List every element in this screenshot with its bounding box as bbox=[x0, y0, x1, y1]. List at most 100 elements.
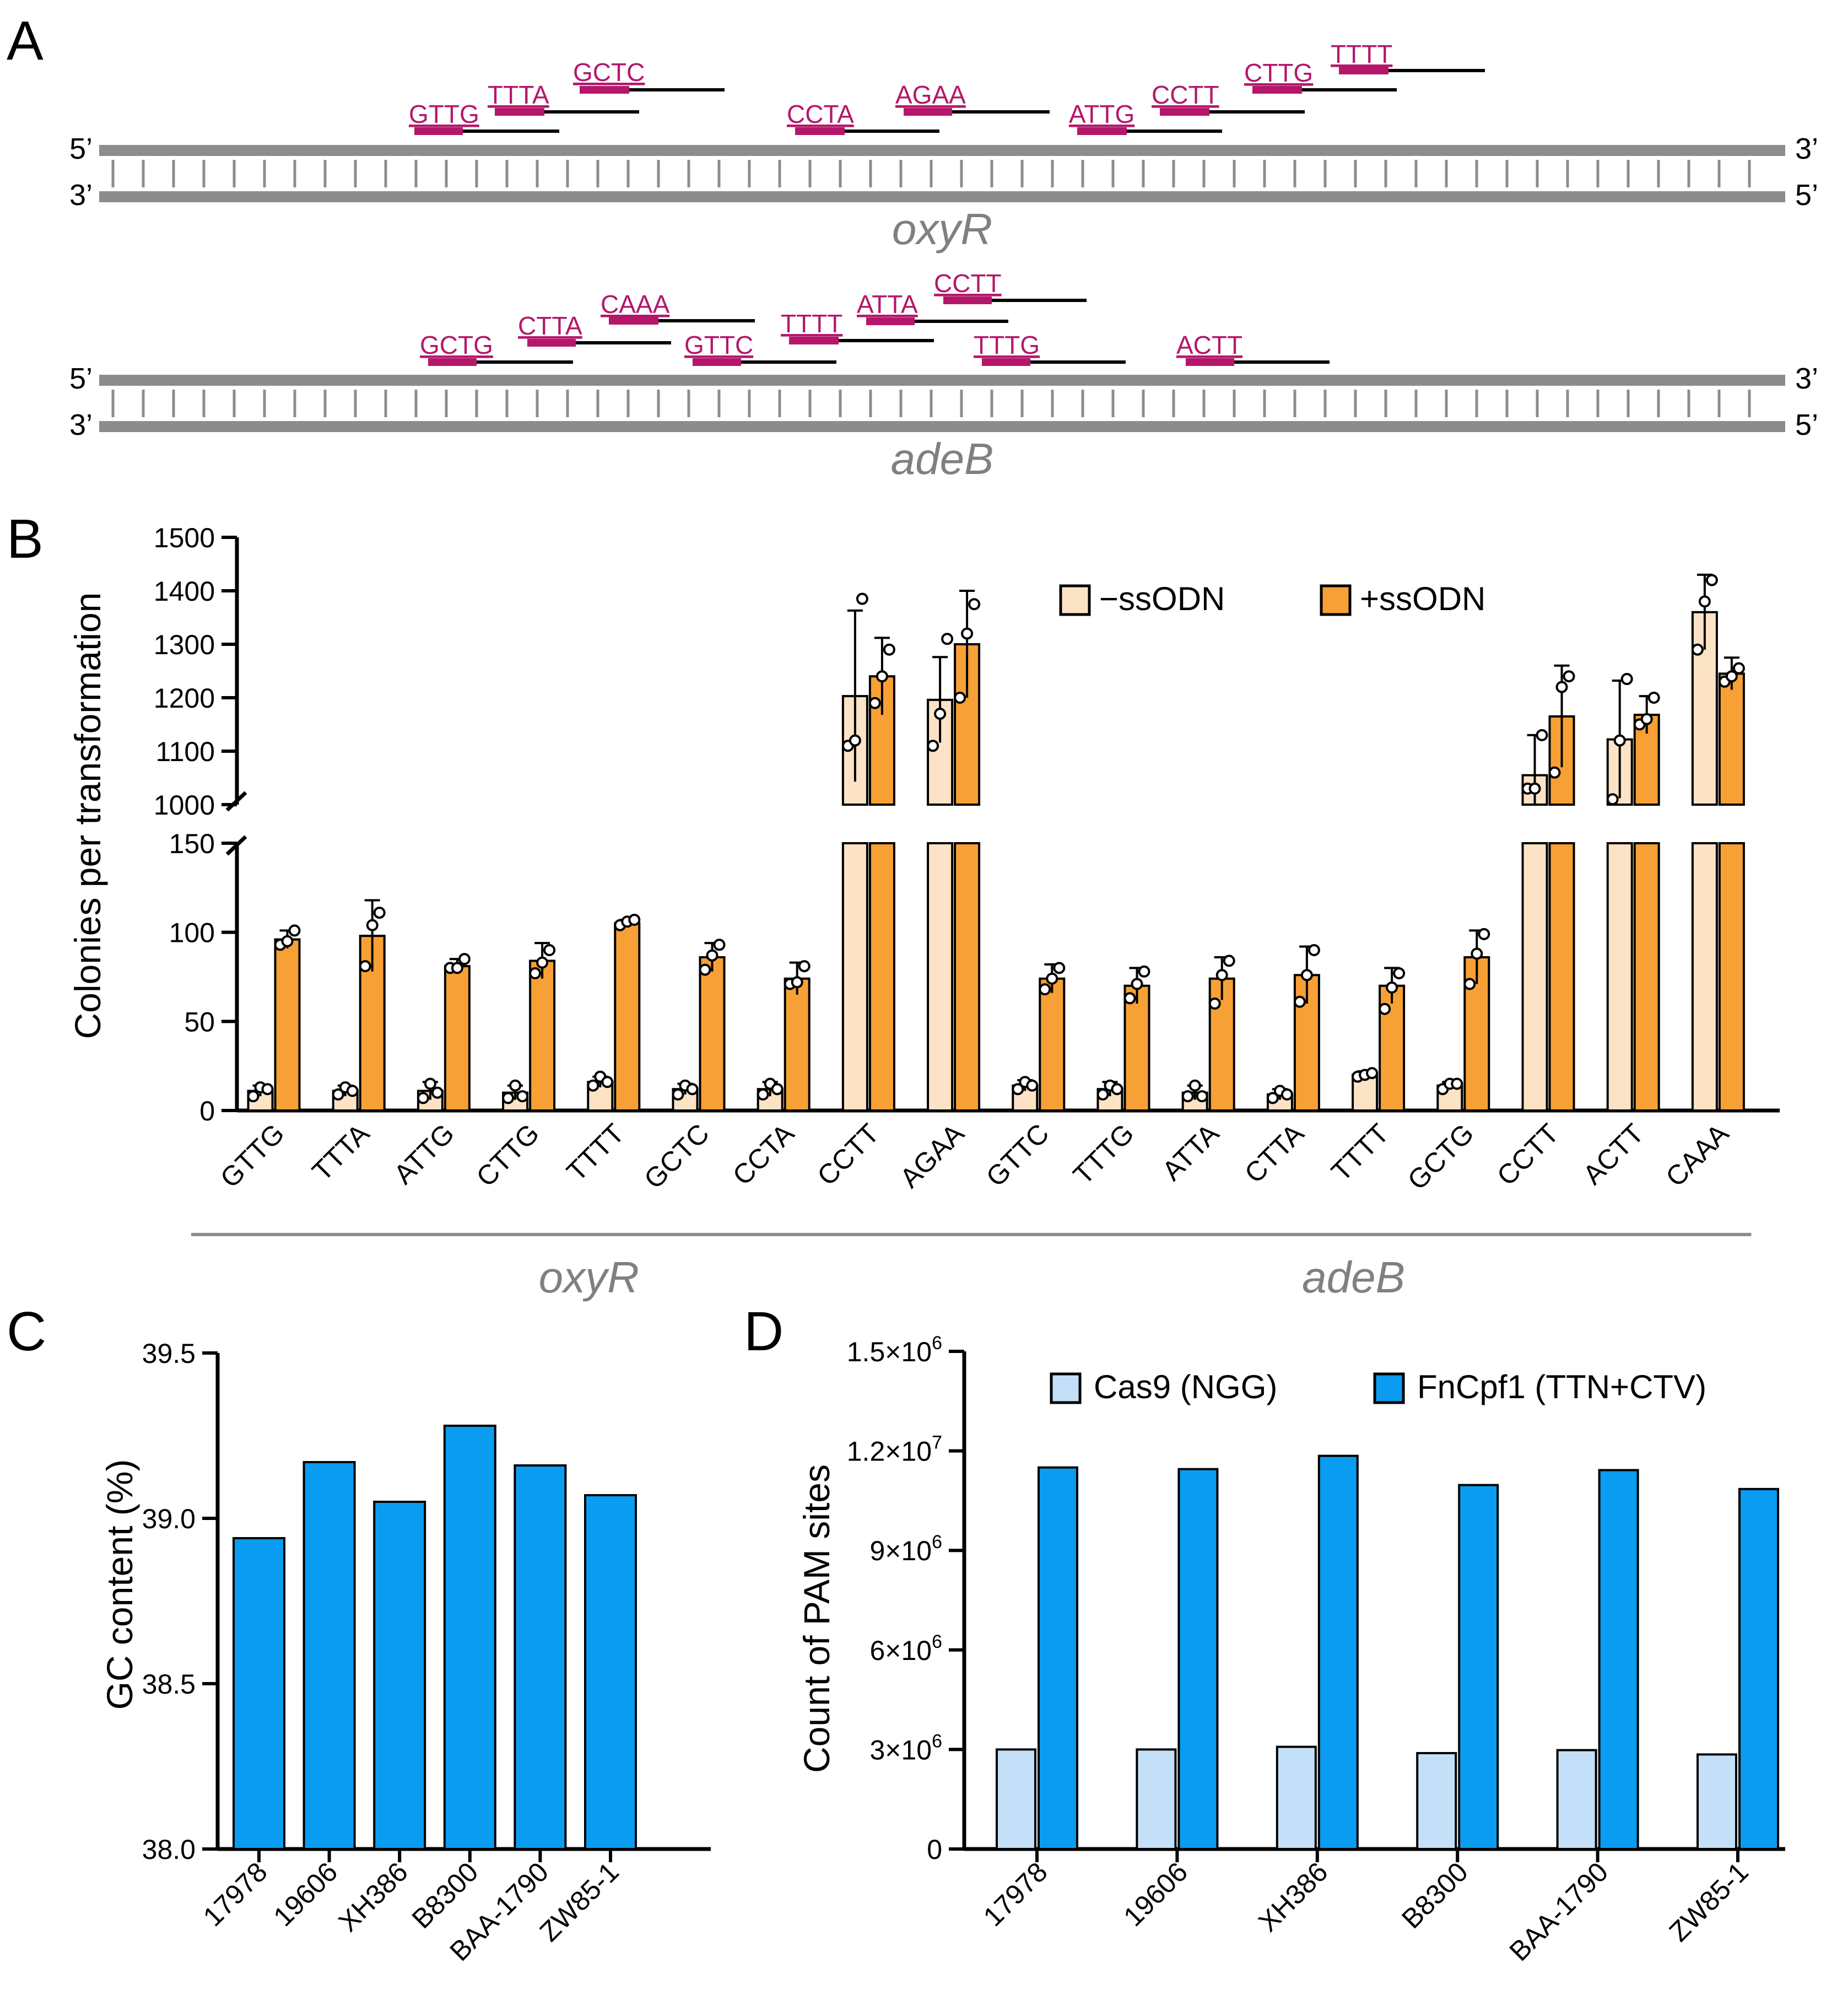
data-point bbox=[868, 697, 881, 709]
y-tick-label: 3×106 bbox=[869, 1731, 942, 1765]
bar-lower-segment bbox=[954, 842, 981, 1112]
y-tick-label: 1.5×106 bbox=[847, 1333, 942, 1367]
adeb-guide: TTTG bbox=[974, 331, 1126, 366]
panel-d: D Count of PAM sites 0 3×106 6×106 9×106 1.2… bbox=[744, 1301, 1785, 1967]
panel-d-legend: Cas9 (NGG) FnCpf1 (TTN+CTV) bbox=[1050, 1368, 1706, 1405]
data-point bbox=[941, 633, 954, 645]
oxyr-base-pairs bbox=[111, 160, 1751, 187]
data-point bbox=[968, 598, 981, 611]
axis-break-mark bbox=[225, 835, 247, 856]
bar bbox=[1416, 1752, 1457, 1850]
oxyr-guide: AGAA bbox=[895, 80, 1050, 116]
data-point bbox=[536, 956, 549, 969]
data-point bbox=[1138, 965, 1150, 978]
data-point bbox=[458, 953, 471, 966]
adeb-guide: ATTA bbox=[857, 290, 1008, 325]
data-point bbox=[1131, 978, 1143, 990]
data-point bbox=[791, 976, 803, 989]
x-category-label: CTTA bbox=[1239, 1118, 1310, 1189]
panel-b-category-labels: GTTG TTTA ATTG CTTG TTTT GCTC CCTA CCTT AGAA GTTC… bbox=[214, 1118, 1735, 1196]
bar bbox=[1696, 1753, 1737, 1850]
oxyr-3prime-right: 3’ bbox=[1795, 132, 1818, 165]
data-point bbox=[261, 1083, 274, 1096]
bar bbox=[1718, 672, 1745, 806]
data-point bbox=[332, 1088, 344, 1101]
data-point bbox=[346, 1085, 359, 1097]
legend-swatch-minus-ssodn bbox=[1059, 584, 1091, 616]
bar-lower-segment bbox=[841, 842, 868, 1112]
x-category-label: CCTT bbox=[1491, 1118, 1565, 1192]
bar bbox=[1276, 1745, 1317, 1850]
oxyr-pam-label: CCTA bbox=[787, 100, 854, 128]
y-tick-label: 100 bbox=[169, 918, 215, 948]
data-point bbox=[1563, 670, 1575, 683]
data-point bbox=[1281, 1088, 1293, 1101]
bar bbox=[1598, 1469, 1639, 1851]
bar-lower-segment bbox=[1633, 842, 1660, 1112]
data-point bbox=[1215, 969, 1228, 982]
data-point bbox=[1026, 1079, 1039, 1092]
panel-b-legend: −ssODN +ssODN bbox=[1059, 580, 1485, 617]
panel-d-chart: 0 3×106 6×106 9×106 1.2×107 1.5×106 17978 19606… bbox=[847, 1333, 1785, 1967]
oxyr-dna: 5’ 3’ 3’ 5’ oxyR bbox=[69, 132, 1818, 254]
data-point bbox=[1208, 998, 1221, 1010]
data-point bbox=[713, 939, 726, 951]
data-point bbox=[771, 1083, 784, 1096]
oxyr-guide: ATTG bbox=[1069, 100, 1222, 135]
data-point bbox=[1393, 967, 1406, 980]
bar-lower-segment bbox=[1718, 842, 1745, 1112]
data-point bbox=[281, 935, 294, 947]
data-point bbox=[876, 670, 888, 683]
group-label: oxyR bbox=[539, 1253, 639, 1302]
adeb-pam-label: GCTG bbox=[420, 331, 493, 359]
adeb-pam-label: TTTT bbox=[781, 309, 842, 338]
bar bbox=[1038, 1466, 1078, 1850]
bar bbox=[302, 1461, 356, 1850]
y-tick-exponent: 6 bbox=[932, 1532, 942, 1553]
data-point bbox=[509, 1079, 522, 1092]
x-category-label: 17978 bbox=[977, 1856, 1053, 1932]
data-point bbox=[1451, 1077, 1463, 1090]
data-point bbox=[1471, 947, 1483, 960]
adeb-5prime-left: 5’ bbox=[69, 362, 93, 395]
data-point bbox=[686, 1083, 699, 1096]
x-category-label: GCTG bbox=[1402, 1118, 1480, 1196]
legend-label-plus-ssodn: +ssODN bbox=[1360, 580, 1485, 617]
bar-lower-segment bbox=[868, 842, 895, 1112]
oxyr-pam-label: GTTG bbox=[409, 100, 479, 128]
bar bbox=[274, 938, 301, 1112]
bar bbox=[1039, 977, 1066, 1112]
panel-d-y-axis-title: Count of PAM sites bbox=[796, 1464, 837, 1773]
x-category-label: CAAA bbox=[1660, 1118, 1735, 1193]
data-point bbox=[1266, 1092, 1279, 1104]
y-tick-label: 6×106 bbox=[869, 1631, 942, 1666]
x-category-label: GTTG bbox=[214, 1118, 290, 1194]
x-category-label: ATTG bbox=[388, 1118, 460, 1190]
data-point bbox=[288, 924, 301, 937]
y-tick-label: 0 bbox=[199, 1096, 215, 1126]
y-tick-label: 150 bbox=[169, 828, 215, 859]
x-category-label: TTTG bbox=[1067, 1118, 1140, 1190]
adeb-pam-label: CTTA bbox=[518, 311, 582, 340]
y-tick-label: 1.2×107 bbox=[847, 1432, 942, 1467]
y-tick-exponent: 6 bbox=[932, 1731, 942, 1751]
data-point bbox=[1606, 793, 1619, 806]
panel-d-label: D bbox=[744, 1301, 784, 1362]
data-point bbox=[247, 1090, 260, 1103]
oxyr-pam-label: TTTT bbox=[1331, 40, 1392, 68]
data-point bbox=[699, 963, 711, 976]
adeb-guide: CAAA bbox=[601, 290, 755, 325]
data-point bbox=[1293, 995, 1306, 1008]
oxyr-pam-label: CTTG bbox=[1244, 58, 1313, 87]
data-point bbox=[672, 1088, 684, 1101]
data-point bbox=[502, 1092, 515, 1104]
adeb-pam-label: GTTC bbox=[684, 331, 753, 359]
bar bbox=[614, 922, 641, 1112]
bar bbox=[784, 977, 811, 1112]
legend-label-minus-ssodn: −ssODN bbox=[1099, 580, 1225, 617]
y-tick-label: 9×106 bbox=[869, 1532, 942, 1566]
oxyr-pam-label: TTTA bbox=[488, 80, 549, 109]
oxyr-guide: CTTG bbox=[1244, 58, 1397, 94]
oxyr-gene-label: oxyR bbox=[892, 204, 992, 254]
adeb-pam-label: ATTA bbox=[857, 290, 918, 319]
